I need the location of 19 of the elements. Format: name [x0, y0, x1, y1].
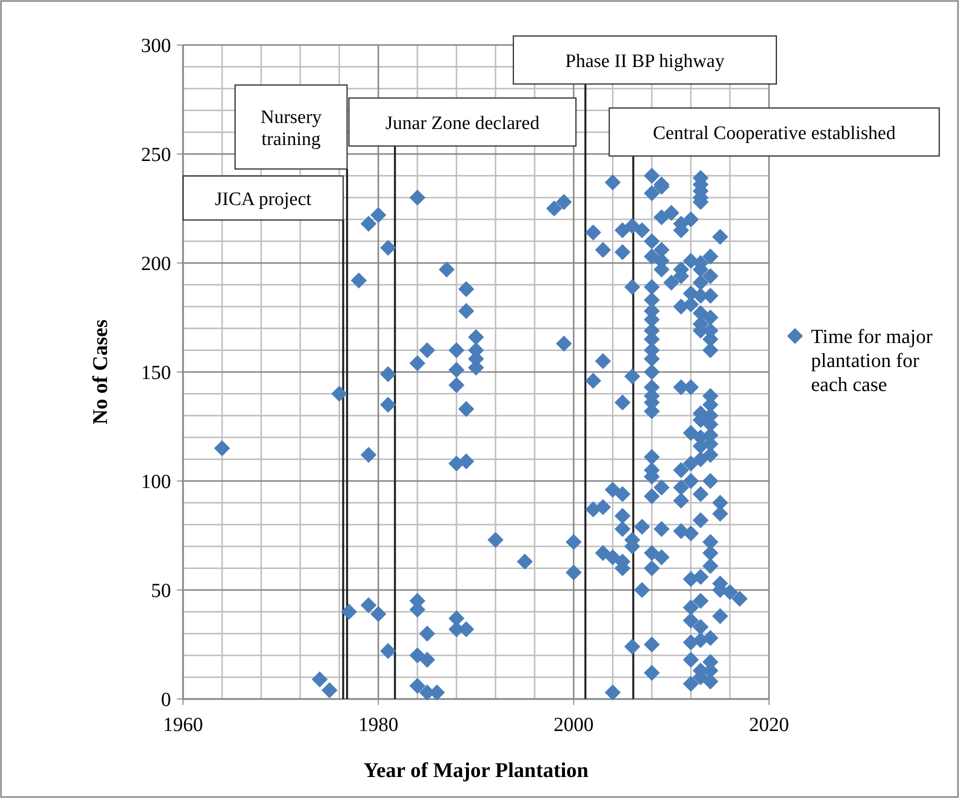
ref-line-label: Phase II BP highway: [565, 51, 725, 72]
ref-line-label: Nursery training: [260, 107, 322, 150]
y-tick-label: 0: [161, 689, 171, 711]
legend-label: Time for major plantation for each case: [811, 326, 933, 396]
x-tick-label: 2000: [554, 714, 594, 736]
y-tick-label: 50: [151, 580, 171, 602]
x-axis-title: Year of Major Plantation: [364, 758, 589, 782]
y-tick-label: 200: [141, 253, 171, 275]
ref-line-label: Junar Zone declared: [385, 113, 540, 134]
x-tick-label: 1980: [358, 714, 398, 736]
y-tick-label: 100: [141, 471, 171, 493]
y-axis-title: No of Cases: [88, 320, 112, 424]
ref-line-label: JICA project: [214, 189, 312, 210]
x-tick-label: 1960: [163, 714, 203, 736]
ref-line-label: Central Cooperative established: [652, 123, 896, 144]
y-tick-label: 150: [141, 362, 171, 384]
y-tick-label: 300: [141, 35, 171, 57]
x-tick-label: 2020: [749, 714, 789, 736]
y-tick-label: 250: [141, 144, 171, 166]
